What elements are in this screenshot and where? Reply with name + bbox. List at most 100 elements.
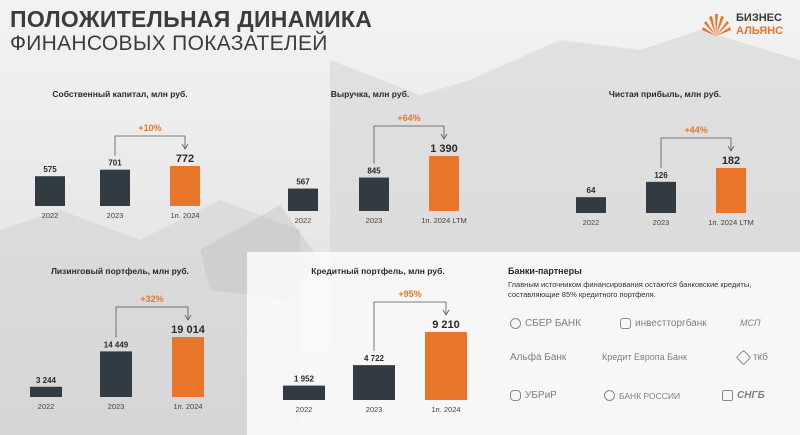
bar-value-label: 3 244 [36,376,57,385]
bank-logo-sngb: СНГБ [722,390,765,401]
bank-logo-msp: МСП [740,318,761,328]
category-label: 2022 [295,216,312,225]
bar [359,177,389,211]
category-label: 1п. 2024 [173,402,202,411]
bank-logo-investtorgbank: инвестторгбанк [620,318,707,329]
bar [30,386,62,397]
bank-logo-tkb: ткб [735,349,768,366]
growth-bracket [115,306,189,338]
growth-bracket [373,125,445,164]
bar-value-label: 14 449 [104,340,129,349]
bar [576,197,606,213]
tkb-logo-icon [735,349,752,366]
category-label: 1п. 2024 LTM [421,216,467,225]
bar-value-label: 182 [722,155,740,167]
company-logo: БИЗНЕС АЛЬЯНС [700,10,792,44]
bank-logo-alfa: Альфа Банк [510,352,566,363]
growth-label: +64% [397,113,420,123]
category-label: 2023 [108,402,125,411]
chart-revenue: Выручка, млн руб. 567 2022 845 2023 1 390 1п. … [255,85,500,235]
category-label: 1п. 2024 LTM [708,218,754,227]
growth-arrow [442,309,450,316]
chart-title: Выручка, млн руб. [331,89,409,99]
chart-title: Чистая прибыль, млн руб. [609,89,721,99]
banks-title: Банки-партнеры [508,266,582,276]
bar [172,337,204,397]
bank-logo-ubrir: УБРиР [510,390,557,401]
bank-name: Кредит Европа Банк [602,352,687,362]
bar [35,176,65,206]
bar [646,181,676,213]
chart-title: Лизинговый портфель, млн руб. [51,266,189,276]
growth-arrow [184,314,192,321]
bar [170,166,200,206]
bar-value-label: 64 [587,186,596,195]
banks-description: Главным источником финансирования остают… [508,280,752,299]
bar-value-label: 4 722 [364,354,385,363]
chart-net-profit: Чистая прибыль, млн руб. 64 2022 126 2023 182… [540,85,785,235]
bank-name: СНГБ [737,390,765,401]
growth-arrow [727,145,735,152]
bank-logo-credit-europe: Кредит Европа Банк [602,352,687,362]
bar [429,156,459,211]
bank-name: Альфа Банк [510,352,567,363]
bar-value-label: 575 [43,165,57,174]
chart-credit-portfolio: Кредитный портфель, млн руб. 1 952 2022 4 7… [255,262,500,422]
chart-leasing-portfolio: Лизинговый портфель, млн руб. 3 244 2022 14… [0,262,245,422]
chart-equity: Собственный капитал, млн руб. 575 2022 701 2… [0,85,245,235]
banks-partners: Банки-партнеры Главным источником финанс… [508,266,793,300]
bank-name: УБРиР [525,390,557,401]
category-label: 2023 [366,216,383,225]
category-label: 2022 [42,211,59,220]
category-label: 2022 [296,405,313,414]
sber-logo-icon [510,318,521,329]
bank-name: ткб [753,352,768,363]
growth-label: +44% [684,125,707,135]
bank-name: инвестторгбанк [635,318,707,329]
bar [716,168,746,213]
bank-logo-sber: СБЕР БАНК [510,318,581,329]
bar [100,351,132,397]
bar-value-label: 567 [296,178,310,187]
growth-label: +32% [140,294,163,304]
bar-value-label: 701 [108,159,122,168]
sunburst-logo-icon [702,14,731,36]
logo-line1: БИЗНЕС [736,12,782,24]
bank-logo-bank-rossii: БАНК РОССИИ [604,390,680,401]
bank-rossii-logo-icon [604,390,615,401]
bar-value-label: 9 210 [432,319,460,331]
investtorgbank-logo-icon [620,318,631,329]
bar-value-label: 126 [654,171,668,180]
page-subtitle: ФИНАНСОВЫХ ПОКАЗАТЕЛЕЙ [10,32,328,55]
sngb-logo-icon [722,390,733,401]
category-label: 1п. 2024 [170,211,199,220]
growth-label: +10% [138,123,161,133]
category-label: 1п. 2024 [431,405,460,414]
chart-title: Собственный капитал, млн руб. [52,89,187,99]
logo-line2: АЛЬЯНС [736,25,784,37]
chart-title: Кредитный портфель, млн руб. [311,266,444,276]
bar-value-label: 1 390 [430,143,458,155]
category-label: 2023 [653,218,670,227]
bar-value-label: 19 014 [171,324,206,336]
growth-arrow [181,143,189,150]
ubrir-logo-icon [510,390,521,401]
growth-bracket [114,135,186,156]
bar [425,332,467,400]
growth-arrow [440,133,448,140]
bar [100,169,130,206]
bank-name: МСП [740,318,761,328]
category-label: 2023 [366,405,383,414]
growth-bracket [660,137,732,168]
growth-bracket [373,301,447,352]
category-label: 2022 [583,218,600,227]
bar [353,365,395,400]
growth-label: +95% [398,289,421,299]
bar-value-label: 1 952 [294,375,315,384]
page-title: ПОЛОЖИТЕЛЬНАЯ ДИНАМИКА [10,6,373,32]
bank-name: СБЕР БАНК [525,318,581,329]
bar [283,385,325,400]
bar [288,188,318,211]
category-label: 2022 [38,402,55,411]
